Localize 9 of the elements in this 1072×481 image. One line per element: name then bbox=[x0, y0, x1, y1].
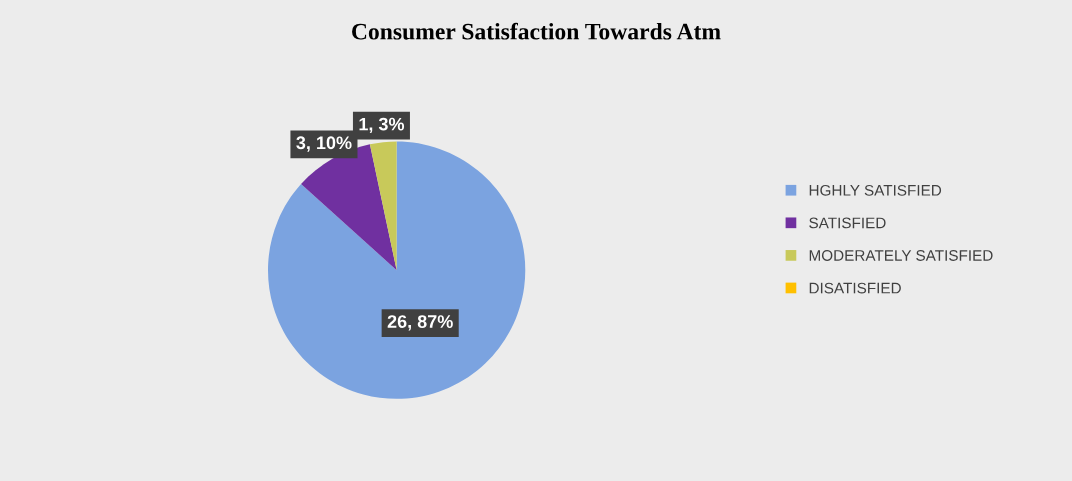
legend-label: HGHLY SATISFIED bbox=[809, 184, 942, 196]
data-label: 3, 10% bbox=[296, 136, 352, 152]
data-label: 26, 87% bbox=[387, 315, 453, 331]
legend-label: SATISFIED bbox=[809, 217, 886, 229]
data-label: 1, 3% bbox=[359, 117, 405, 134]
pie-slice bbox=[369, 141, 397, 271]
legend-label: DISATISFIED bbox=[809, 282, 901, 294]
chart-title: Consumer Satisfaction Towards Atm bbox=[352, 22, 721, 40]
legend-label: MODERATELY SATISFIED bbox=[809, 250, 993, 261]
